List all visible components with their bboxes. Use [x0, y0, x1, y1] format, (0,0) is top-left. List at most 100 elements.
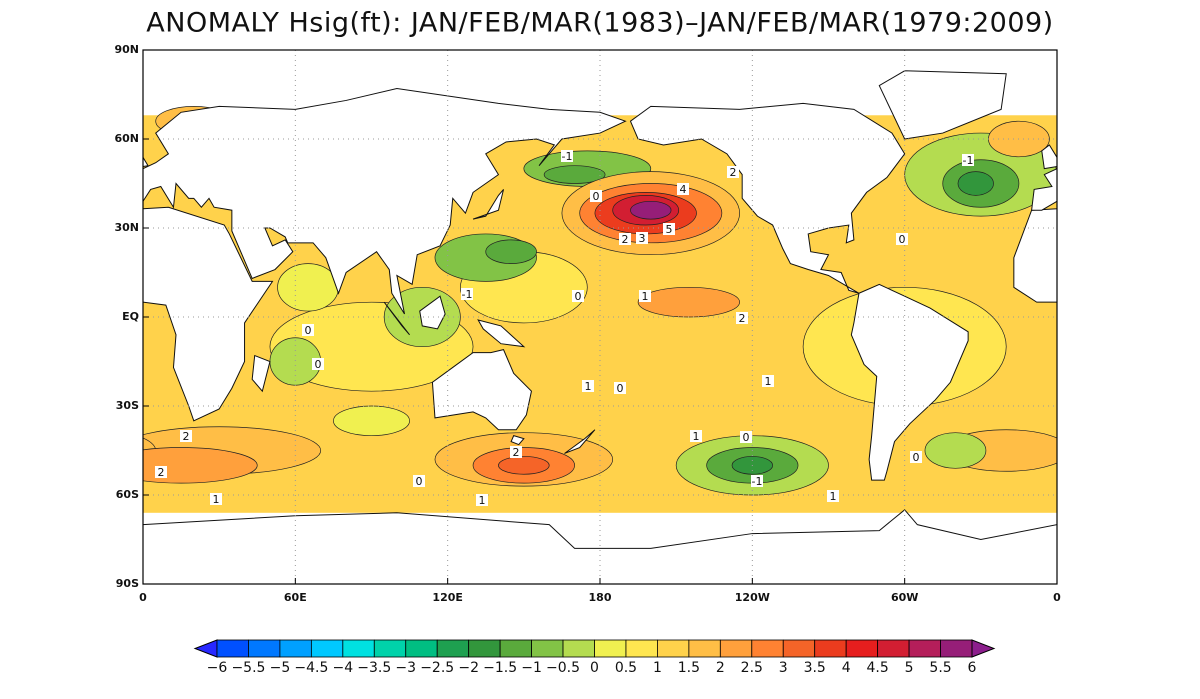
contour-label: 1: [642, 290, 649, 303]
y-tick-label: 30N: [114, 221, 139, 234]
colorbar-segment: [625, 639, 658, 658]
colorbar-label: 2.5: [741, 660, 763, 676]
land: [143, 88, 627, 315]
colorbar-label: 4: [842, 660, 851, 676]
colorbar-label: −2: [458, 660, 479, 676]
land: [1041, 144, 1057, 170]
x-tick-label: 60W: [891, 591, 918, 604]
colorbar-segment: [279, 639, 312, 658]
contour-label-bg: [740, 431, 752, 443]
contour-label-bg: [736, 312, 748, 324]
contour-label-bg: [962, 154, 974, 166]
colorbar-segment: [499, 639, 532, 658]
contour-label: -1: [562, 150, 573, 163]
x-tick-label: 180: [589, 591, 612, 604]
colorbar-label: 6: [968, 660, 977, 676]
x-tick-label: 0: [1053, 591, 1061, 604]
contour-label: 3: [639, 232, 646, 245]
contour-label-bg: [210, 493, 222, 505]
colorbar-label: 0: [590, 660, 599, 676]
contour-label: 2: [739, 312, 746, 325]
land: [564, 429, 596, 454]
x-tick-label: 120W: [735, 591, 770, 604]
plot-frame: [142, 49, 1058, 585]
colorbar-segment: [216, 639, 249, 658]
contour-label-bg: [312, 358, 324, 370]
anomaly-region: [637, 286, 740, 318]
colorbar-segment: [688, 639, 721, 658]
land: [629, 102, 906, 294]
anomaly-region: [277, 263, 339, 312]
colorbar-segment: [814, 639, 847, 658]
contour-label: 2: [730, 166, 737, 179]
land: [383, 301, 410, 336]
contour-label-bg: [663, 223, 675, 235]
colorbar-segment: [248, 639, 281, 658]
contour-label: 0: [305, 324, 312, 337]
land: [143, 156, 149, 168]
contour-label-bg: [155, 466, 167, 478]
contour-label-bg: [614, 382, 626, 394]
colorbar-label: 0.5: [615, 660, 637, 676]
contour-label: 2: [513, 446, 520, 459]
contour-label: 2: [622, 233, 629, 246]
colorbar-label: 5.5: [929, 660, 951, 676]
contour-label-bg: [572, 290, 584, 302]
contour-label: 1: [479, 494, 486, 507]
contour-label: 0: [575, 290, 582, 303]
colorbar-label: −1.5: [483, 660, 517, 676]
colorbar-segment: [908, 639, 941, 658]
contour-label-bg: [413, 475, 425, 487]
contour-label: 4: [680, 183, 687, 196]
anomaly-region: [333, 405, 410, 437]
anomaly-region: [498, 456, 550, 475]
anomaly-region: [543, 165, 606, 184]
colorbar-segment: [782, 639, 816, 658]
land: [850, 283, 969, 481]
land: [477, 319, 526, 348]
colorbar-segment: [310, 639, 344, 658]
colorbar-segment: [845, 639, 879, 658]
contour-label-bg: [827, 490, 839, 502]
contour-label-bg: [180, 430, 192, 442]
colorbar-segment: [531, 639, 564, 658]
colorbar-segment: [468, 639, 501, 658]
colorbar-label: −3: [395, 660, 416, 676]
map-title: ANOMALY Hsig(ft): JAN/FEB/MAR(1983)–JAN/…: [146, 8, 1053, 39]
x-tick-label: 60E: [284, 591, 307, 604]
land: [1013, 208, 1057, 303]
colorbar-label: −4.5: [294, 660, 328, 676]
colorbar-label: −5.5: [231, 660, 265, 676]
colorbar-segment: [342, 639, 375, 658]
contour-label-bg: [910, 451, 922, 463]
contour-label-bg: [636, 232, 648, 244]
colorbar-segment: [940, 639, 973, 658]
contour-label: 2: [158, 466, 165, 479]
land: [510, 435, 525, 446]
colorbar-segment: [751, 639, 784, 658]
y-tick-label: 30S: [116, 399, 139, 412]
contour-label-bg: [302, 324, 314, 336]
contour-label-bg: [476, 494, 488, 506]
colorbar-label: 3: [779, 660, 788, 676]
colorbar-label: −5: [270, 660, 291, 676]
contour-label: -1: [752, 475, 763, 488]
contour-label: -1: [462, 288, 473, 301]
contour-label: 1: [830, 490, 837, 503]
anomaly-region: [924, 432, 987, 469]
contour-label-bg: [590, 190, 602, 202]
land: [1166, 356, 1184, 392]
colorbar-label: −2.5: [420, 660, 454, 676]
colorbar-segment: [594, 639, 627, 658]
land: [431, 349, 532, 431]
colorbar-label: 5: [905, 660, 914, 676]
land: [1056, 524, 1057, 584]
contour-label-bg: [561, 150, 573, 162]
contour-label-bg: [896, 233, 908, 245]
y-tick-label: 60S: [116, 488, 139, 501]
contour-label-bg: [690, 430, 702, 442]
land: [878, 70, 1007, 140]
contour-label: 0: [913, 451, 920, 464]
